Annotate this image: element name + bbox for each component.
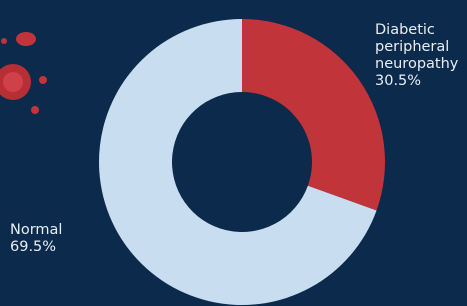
page: Diabetic peripheral neuropathy30.5% Norma… xyxy=(0,0,467,306)
value-label: 30.5% xyxy=(375,73,463,90)
category-name: Normal xyxy=(10,222,90,239)
blood-cell xyxy=(1,38,7,44)
blood-cell xyxy=(39,76,47,84)
blood-cell xyxy=(3,72,23,92)
decoration xyxy=(0,32,47,114)
category-name: Diabetic peripheral neuropathy xyxy=(375,22,463,73)
value-label: 69.5% xyxy=(10,239,90,256)
donut-slice xyxy=(242,19,385,210)
blood-cell xyxy=(16,32,36,46)
blood-cell xyxy=(31,106,39,114)
